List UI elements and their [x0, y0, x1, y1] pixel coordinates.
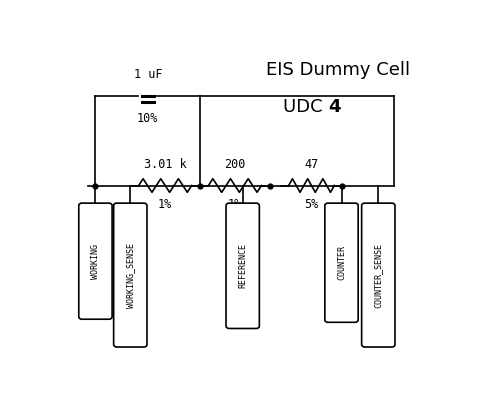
Text: 1%: 1%: [158, 198, 172, 211]
Text: WORKING_SENSE: WORKING_SENSE: [126, 243, 135, 308]
FancyBboxPatch shape: [325, 203, 358, 322]
FancyBboxPatch shape: [114, 203, 147, 347]
Text: WORKING: WORKING: [91, 244, 100, 279]
FancyBboxPatch shape: [79, 203, 112, 319]
Text: 47: 47: [304, 158, 318, 171]
FancyBboxPatch shape: [226, 203, 260, 328]
Text: 4: 4: [328, 98, 341, 116]
Text: 10%: 10%: [137, 112, 158, 125]
Text: COUNTER_SENSE: COUNTER_SENSE: [374, 243, 383, 308]
Text: REFERENCE: REFERENCE: [238, 243, 247, 288]
Text: COUNTER: COUNTER: [337, 245, 346, 280]
Text: 1 uF: 1 uF: [134, 68, 162, 81]
FancyBboxPatch shape: [362, 203, 395, 347]
Text: EIS Dummy Cell: EIS Dummy Cell: [266, 61, 410, 79]
Text: 3.01 k: 3.01 k: [144, 158, 186, 171]
Text: UDC: UDC: [282, 98, 328, 116]
Text: 200: 200: [224, 158, 246, 171]
Text: 1%: 1%: [228, 198, 242, 211]
Text: 5%: 5%: [304, 198, 318, 211]
